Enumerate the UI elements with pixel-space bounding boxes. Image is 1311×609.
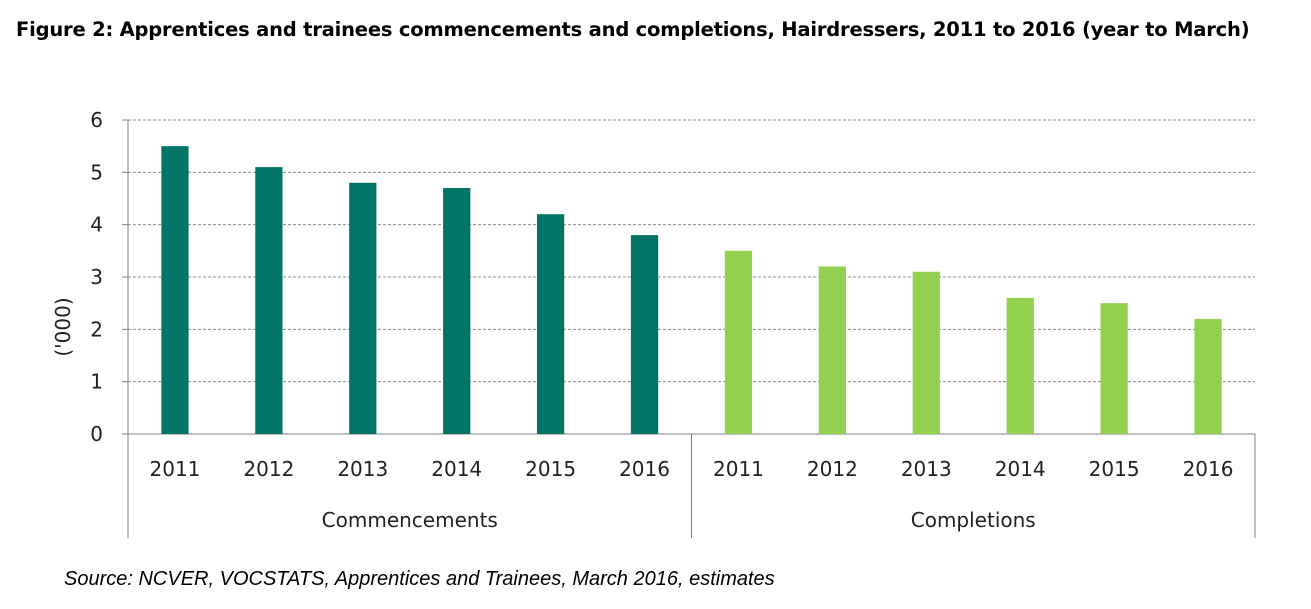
bar-commencements-2011 bbox=[161, 146, 189, 434]
y-tick-label: 6 bbox=[90, 108, 103, 132]
bar-completions-2012 bbox=[818, 266, 846, 434]
bar-commencements-2015 bbox=[537, 214, 565, 434]
x-tick-label: 2016 bbox=[619, 457, 670, 481]
chart-title: Figure 2: Apprentices and trainees comme… bbox=[16, 18, 1250, 41]
x-tick-label: 2016 bbox=[1183, 457, 1234, 481]
bar-completions-2016 bbox=[1194, 318, 1222, 434]
bar-completions-2013 bbox=[912, 271, 940, 434]
y-tick-label: 3 bbox=[90, 265, 103, 289]
bar-completions-2015 bbox=[1100, 303, 1128, 434]
group-label: Completions bbox=[911, 508, 1036, 532]
y-tick-label: 5 bbox=[90, 160, 103, 184]
y-tick-label: 1 bbox=[90, 370, 103, 394]
x-tick-label: 2013 bbox=[901, 457, 952, 481]
source-note: Source: NCVER, VOCSTATS, Apprentices and… bbox=[64, 568, 775, 590]
y-tick-label: 2 bbox=[90, 317, 103, 341]
group-label: Commencements bbox=[322, 508, 498, 532]
x-tick-label: 2011 bbox=[150, 457, 201, 481]
y-axis-label: ('000) bbox=[51, 297, 75, 356]
x-tick-label: 2011 bbox=[713, 457, 764, 481]
bar-completions-2014 bbox=[1006, 297, 1034, 434]
y-tick-labels: 0 1 2 3 4 5 6 bbox=[90, 108, 103, 446]
x-tick-label: 2015 bbox=[525, 457, 576, 481]
axes bbox=[122, 119, 1256, 538]
y-tick-label: 4 bbox=[90, 213, 103, 237]
x-tick-label: 2014 bbox=[995, 457, 1046, 481]
bar-completions-2011 bbox=[724, 250, 753, 434]
x-tick-label: 2013 bbox=[337, 457, 388, 481]
x-tick-label: 2012 bbox=[243, 457, 294, 481]
x-tick-label: 2015 bbox=[1089, 457, 1140, 481]
x-tick-label: 2014 bbox=[431, 457, 482, 481]
bar-commencements-2014 bbox=[443, 188, 471, 434]
bar-commencements-2013 bbox=[349, 182, 377, 434]
gridlines bbox=[128, 119, 1255, 383]
bars bbox=[161, 146, 1222, 434]
bar-commencements-2016 bbox=[630, 235, 659, 434]
bar-commencements-2012 bbox=[255, 167, 283, 434]
y-tick-label: 0 bbox=[90, 422, 103, 446]
group-labels: Commencements Completions bbox=[322, 508, 1036, 532]
x-tick-labels: 2011 2012 2013 2014 2015 2016 2011 2012 2013 2014… bbox=[150, 457, 1234, 481]
x-tick-label: 2012 bbox=[807, 457, 858, 481]
